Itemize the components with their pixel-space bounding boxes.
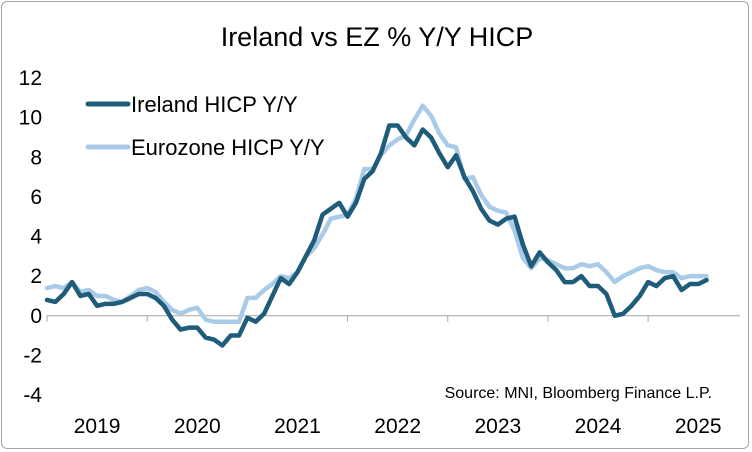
x-tick-label: 2025 xyxy=(675,415,722,438)
y-axis: 12 10 8 6 4 2 0 -2 -4 xyxy=(19,67,43,407)
y-tick-label: 6 xyxy=(30,186,42,209)
legend: Ireland HICP Y/Y Eurozone HICP Y/Y xyxy=(85,92,325,160)
x-tick-label: 2020 xyxy=(174,415,221,438)
series-line-ireland xyxy=(44,123,709,348)
x-axis: 2019 2020 2021 2022 2023 2024 2025 xyxy=(46,315,740,438)
y-tick-label: 8 xyxy=(30,146,42,169)
y-tick-label: -2 xyxy=(23,344,42,367)
x-tick-label: 2024 xyxy=(575,415,622,438)
x-tick-label: 2019 xyxy=(74,415,121,438)
y-tick-label: 0 xyxy=(30,305,42,328)
x-tick-label: 2021 xyxy=(274,415,321,438)
legend-label-ireland: Ireland HICP Y/Y xyxy=(131,92,298,117)
legend-label-eurozone: Eurozone HICP Y/Y xyxy=(131,135,325,160)
y-tick-label: 4 xyxy=(30,226,42,249)
y-tick-label: 10 xyxy=(19,107,42,130)
series-layer xyxy=(44,103,709,348)
y-tick-label: 2 xyxy=(30,265,42,288)
y-tick-label: -4 xyxy=(23,384,42,407)
x-tick-label: 2023 xyxy=(474,415,521,438)
source-annotation: Source: MNI, Bloomberg Finance L.P. xyxy=(445,385,712,402)
y-tick-label: 12 xyxy=(19,67,42,90)
x-tick-label: 2022 xyxy=(374,415,421,438)
chart-title: Ireland vs EZ % Y/Y HICP xyxy=(221,22,534,52)
